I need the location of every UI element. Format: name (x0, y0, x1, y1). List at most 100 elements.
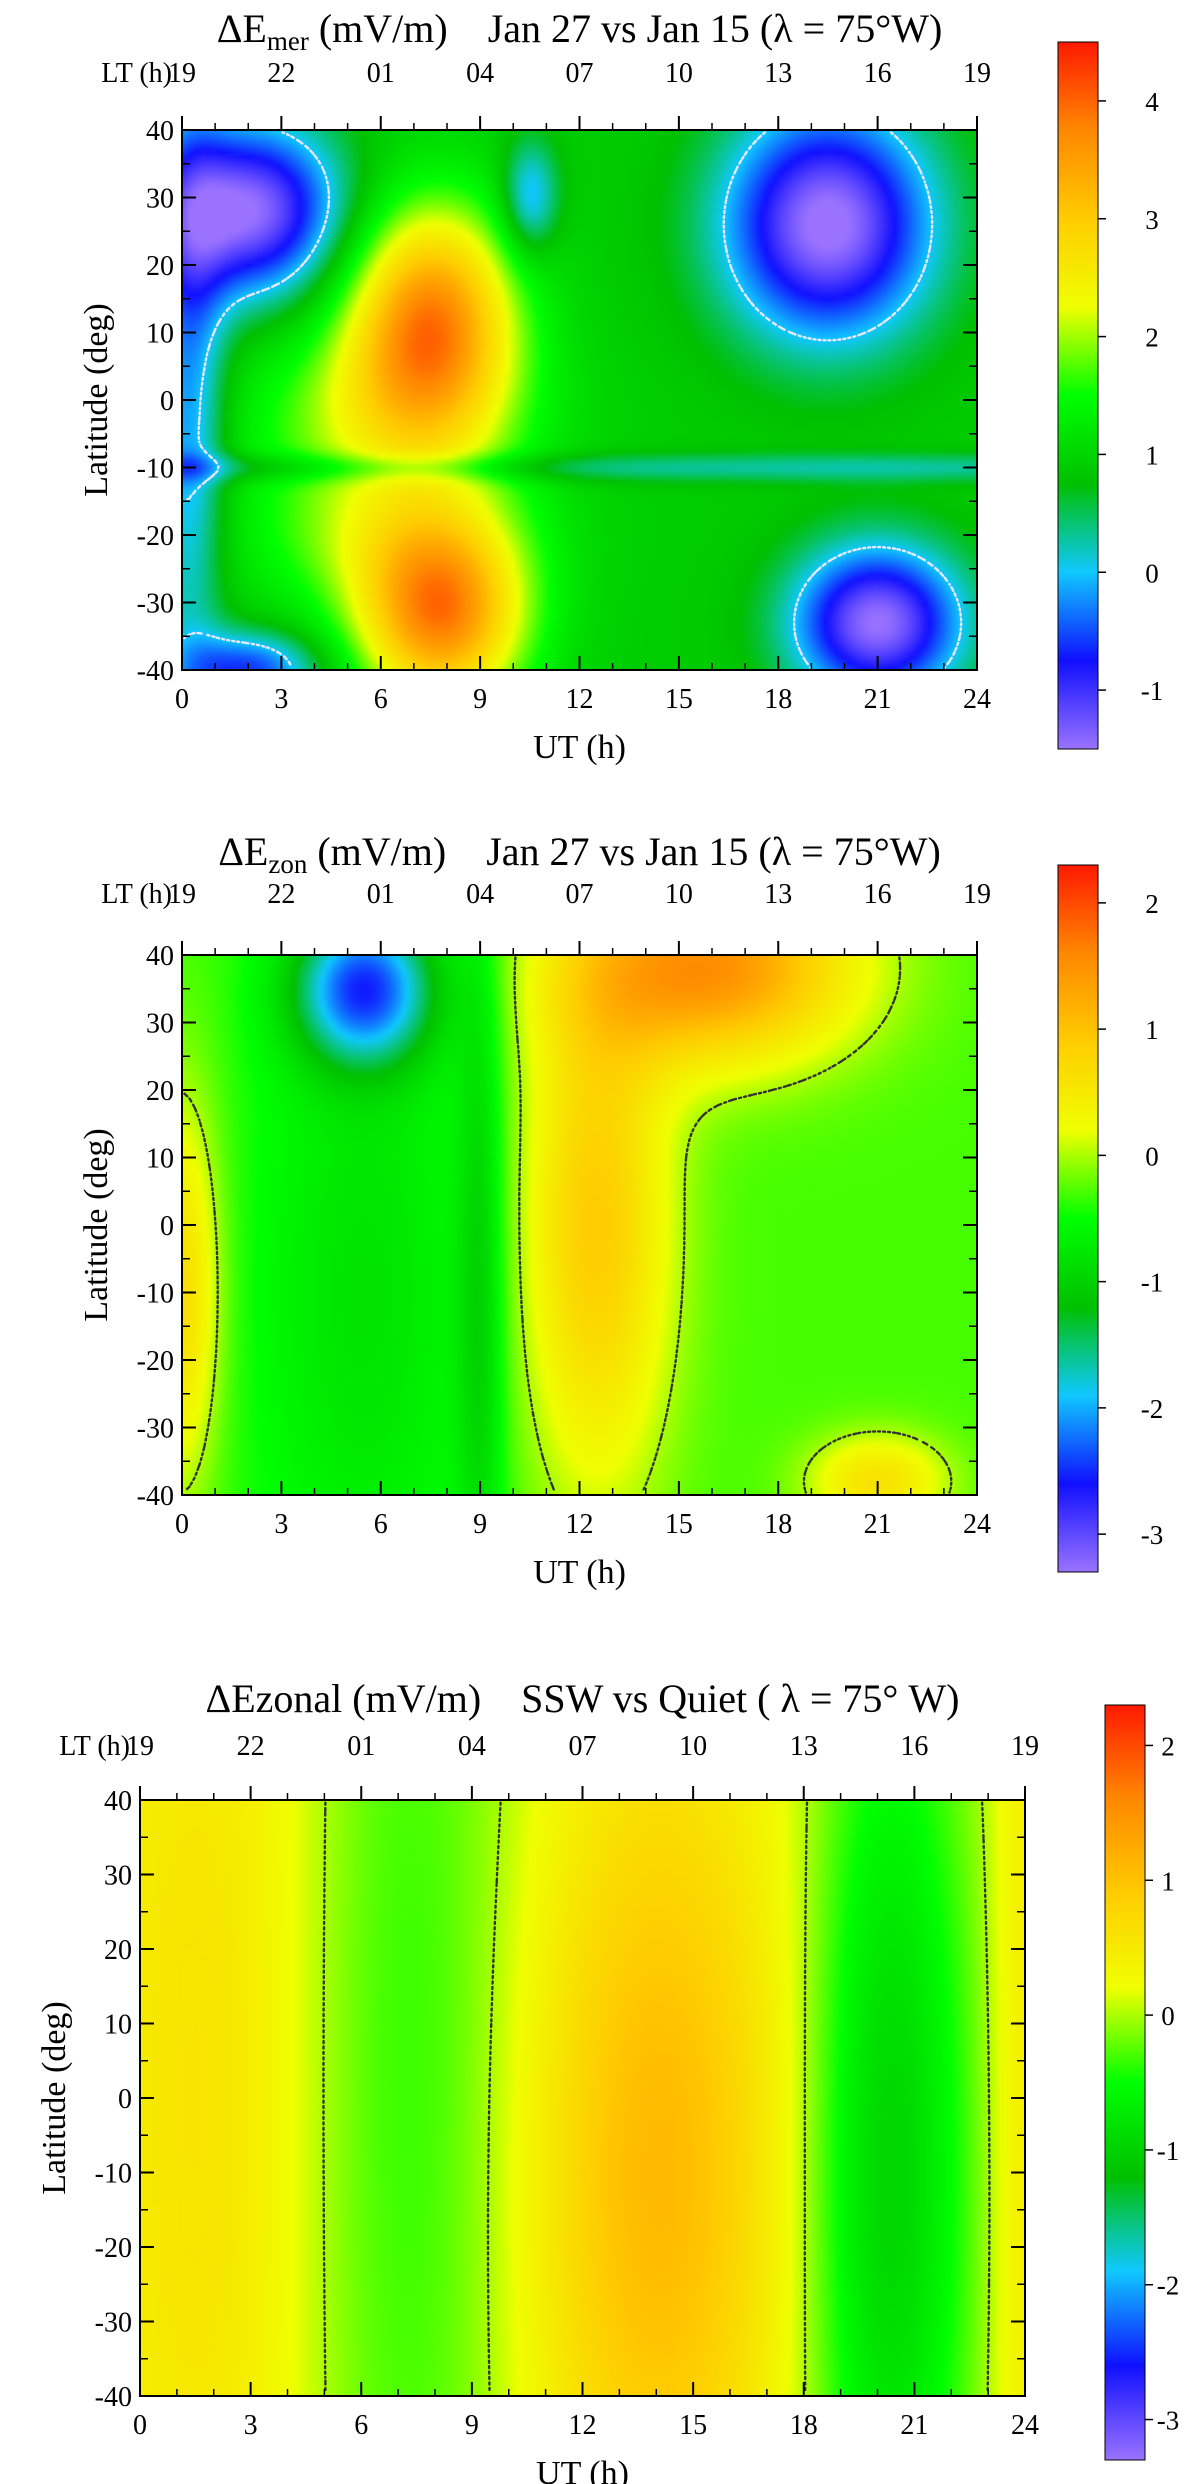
chart-title: ΔEzon (mV/m) Jan 27 vs Jan 15 (λ = 75°W) (218, 829, 941, 879)
x-tick-label: 6 (354, 2410, 368, 2441)
lt-tick-label: 22 (267, 879, 295, 910)
colorbar-gradient (1057, 864, 1099, 1573)
title-subscript: zon (268, 849, 307, 879)
heatmap-field (140, 1800, 1025, 2396)
colorbar-tick-label: 0 (1145, 1141, 1159, 1171)
y-axis-label: Latitude (deg) (36, 2001, 73, 2195)
x-tick-label: 9 (473, 684, 487, 715)
lt-tick-label: 07 (566, 879, 594, 910)
y-tick-label: -30 (137, 589, 174, 620)
y-tick-label: -10 (95, 2159, 132, 2190)
colorbar-tick-label: -2 (1157, 2271, 1180, 2301)
x-tick-label: 9 (473, 1509, 487, 1540)
x-tick-label: 12 (569, 2410, 597, 2441)
y-tick-label: 30 (104, 1861, 132, 1892)
colorbar-tick-label: 1 (1161, 1866, 1175, 1896)
title-rest: Jan 27 vs Jan 15 (λ = 75°W) (488, 6, 943, 51)
y-axis-label: Latitude (deg) (78, 1128, 115, 1322)
x-tick-label: 18 (764, 684, 792, 715)
colorbar-tick-label: 3 (1145, 205, 1159, 235)
lt-axis-label: LT (h) (101, 58, 172, 89)
y-tick-label: 20 (104, 1935, 132, 1966)
colorbar-tick-label: -1 (1141, 1268, 1164, 1298)
y-tick-label: 20 (146, 251, 174, 282)
colorbar: 2 1 0 -1 -2 -3 (1057, 864, 1164, 1573)
y-tick-label: -20 (95, 2233, 132, 2264)
x-tick-label: 15 (665, 684, 693, 715)
y-tick-label: 40 (104, 1786, 132, 1817)
y-tick-label: -20 (137, 521, 174, 552)
colorbar-tick-label: 2 (1145, 323, 1159, 353)
lt-tick-label: 01 (347, 1731, 375, 1762)
lt-tick-label: 19 (168, 58, 196, 89)
y-tick-label: -10 (137, 1279, 174, 1310)
y-tick-label: -40 (137, 1481, 174, 1512)
lt-tick-label: 19 (168, 879, 196, 910)
colorbar-tick-label: 2 (1145, 889, 1159, 919)
y-tick-label: 0 (118, 2084, 132, 2115)
x-tick-label: 15 (665, 1509, 693, 1540)
x-axis-label: UT (h) (533, 729, 626, 766)
x-tick-label: 6 (374, 1509, 388, 1540)
colorbar-tick-label: 0 (1161, 2001, 1175, 2031)
colorbar-tick-label: -1 (1157, 2136, 1180, 2166)
colorbar: 2 1 0 -1 -2 -3 (1104, 1704, 1180, 2461)
x-tick-label: 3 (274, 684, 288, 715)
colorbar-tick-label: 4 (1145, 87, 1159, 117)
lt-tick-label: 07 (566, 58, 594, 89)
chart-panel-1: 0193226019041207151018132116241940302010… (78, 6, 1163, 766)
zero-contour (183, 956, 953, 1494)
x-tick-label: 3 (274, 1509, 288, 1540)
x-tick-label: 3 (244, 2410, 258, 2441)
y-tick-label: 10 (146, 319, 174, 350)
y-tick-label: -10 (137, 454, 174, 485)
colorbar-tick-label: 0 (1145, 558, 1159, 588)
y-tick-label: 10 (146, 1144, 174, 1175)
colorbar-tick-label: -2 (1141, 1394, 1164, 1424)
y-tick-label: 30 (146, 184, 174, 215)
lt-tick-label: 16 (900, 1731, 928, 1762)
lt-tick-label: 19 (963, 879, 991, 910)
lt-tick-label: 01 (367, 58, 395, 89)
y-tick-label: 20 (146, 1076, 174, 1107)
colorbar-tick-label: -3 (1157, 2406, 1180, 2436)
y-tick-label: -20 (137, 1346, 174, 1377)
y-tick-label: 30 (146, 1009, 174, 1040)
lt-tick-label: 19 (1011, 1731, 1039, 1762)
x-tick-label: 21 (864, 1509, 892, 1540)
lt-axis-label: LT (h) (101, 879, 172, 910)
x-tick-label: 12 (566, 684, 594, 715)
lt-tick-label: 10 (665, 58, 693, 89)
lt-tick-label: 16 (864, 879, 892, 910)
x-tick-label: 12 (566, 1509, 594, 1540)
title-subscript: mer (267, 26, 309, 56)
title-rest: SSW vs Quiet ( λ = 75° W) (521, 1676, 959, 1721)
colorbar-gradient (1057, 41, 1099, 750)
lt-tick-label: 13 (764, 58, 792, 89)
zero-contour (322, 1801, 991, 2395)
x-tick-label: 6 (374, 684, 388, 715)
lt-tick-label: 19 (126, 1731, 154, 1762)
title-main: ΔE (217, 6, 267, 51)
colorbar-gradient (1104, 1704, 1146, 2461)
lt-tick-label: 19 (963, 58, 991, 89)
colorbar-tick-label: -3 (1141, 1520, 1164, 1550)
lt-tick-label: 13 (764, 879, 792, 910)
zero-contour (183, 131, 963, 669)
heatmap-field (182, 955, 977, 1495)
x-tick-label: 24 (963, 1509, 991, 1540)
title-unit: (mV/m) (309, 6, 448, 51)
y-tick-label: 0 (160, 1211, 174, 1242)
lt-tick-label: 07 (569, 1731, 597, 1762)
x-tick-label: 18 (764, 1509, 792, 1540)
x-tick-label: 21 (900, 2410, 928, 2441)
x-tick-label: 15 (679, 2410, 707, 2441)
colorbar-tick-label: 2 (1161, 1731, 1175, 1761)
heatmap-field (182, 130, 977, 670)
y-tick-label: 40 (146, 941, 174, 972)
lt-tick-label: 13 (790, 1731, 818, 1762)
x-tick-label: 0 (133, 2410, 147, 2441)
chart-title: ΔEzonal (mV/m) SSW vs Quiet ( λ = 75° W) (206, 1676, 960, 1721)
title-main: ΔE (218, 829, 268, 874)
